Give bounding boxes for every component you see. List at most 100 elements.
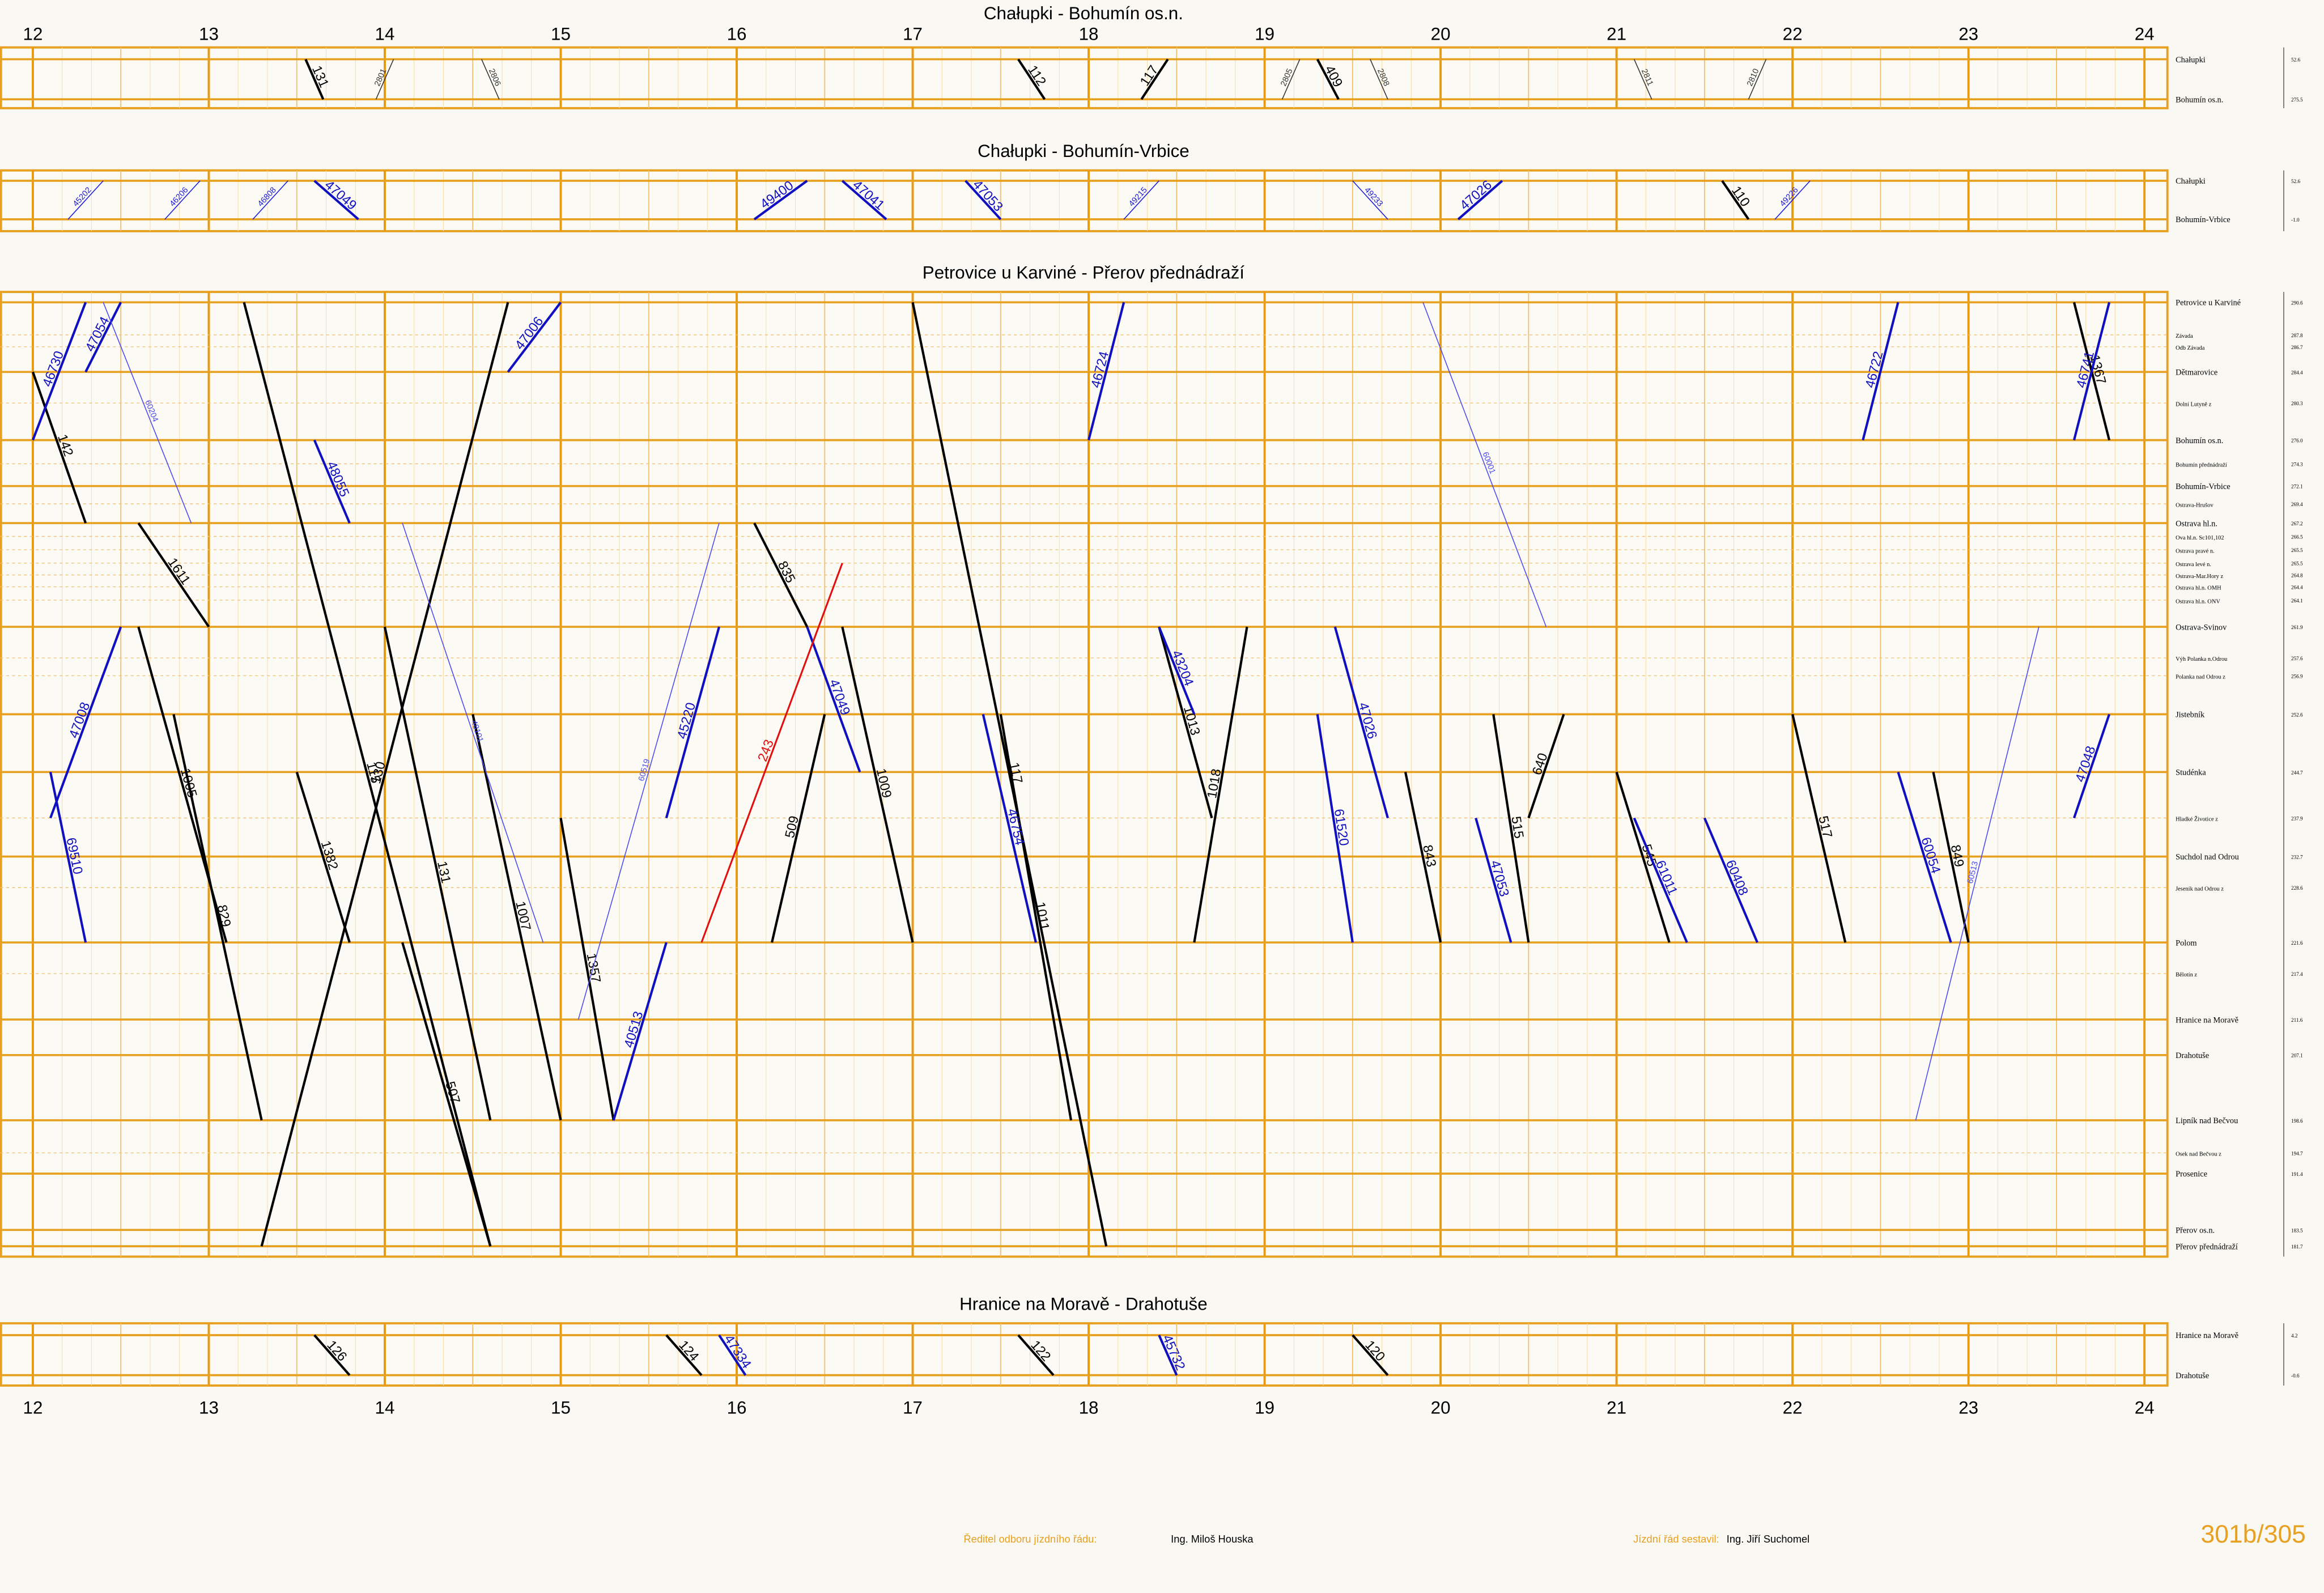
station-name: Závada bbox=[2176, 333, 2193, 339]
train-path bbox=[1140, 58, 1169, 100]
station-name: Dolní Lutyně z bbox=[2176, 401, 2212, 407]
author: Ing. Jiří Suchomel bbox=[1727, 1533, 1809, 1545]
director: Ing. Miloš Houska bbox=[1171, 1533, 1254, 1545]
hour-label: 20 bbox=[1431, 1398, 1451, 1418]
station-name: Hranice na Moravě bbox=[2176, 1016, 2238, 1025]
author-label: Jízdní řád sestavil: bbox=[1633, 1533, 1719, 1545]
station-name: Výh Polanka n.Odrou bbox=[2176, 656, 2228, 662]
station-name: Drahotuše bbox=[2176, 1051, 2209, 1060]
train-path bbox=[841, 626, 914, 943]
station-name: Petrovice u Karviné bbox=[2176, 299, 2241, 308]
station-name: Studénka bbox=[2176, 768, 2206, 778]
station-name: Polanka nad Odrou z bbox=[2176, 674, 2225, 681]
train-path bbox=[771, 713, 826, 943]
train-path bbox=[304, 58, 325, 100]
station-km: 4.2 bbox=[2291, 1333, 2298, 1339]
train-path bbox=[1370, 59, 1388, 100]
station-name: Ostrava hl.n. bbox=[2176, 519, 2217, 528]
hour-label: 12 bbox=[23, 24, 43, 44]
train-path bbox=[1352, 180, 1388, 220]
hour-label: 12 bbox=[23, 1398, 43, 1418]
station-km: 261.9 bbox=[2291, 625, 2303, 630]
station-name: Přerov přednádraží bbox=[2176, 1242, 2238, 1251]
station-km: 274.3 bbox=[2291, 461, 2303, 467]
train-path bbox=[1123, 180, 1159, 220]
station-km: 207.1 bbox=[2291, 1053, 2303, 1059]
hour-label: 18 bbox=[1079, 24, 1099, 44]
train-path bbox=[402, 522, 544, 943]
train-path bbox=[1193, 626, 1248, 943]
hour-label: 20 bbox=[1431, 24, 1451, 44]
train-path bbox=[1422, 302, 1547, 627]
station-name: Bělotín z bbox=[2176, 972, 2197, 978]
station-km: 286.7 bbox=[2291, 345, 2303, 350]
station-km: 284.4 bbox=[2291, 369, 2303, 375]
station-name: Hranice na Moravě bbox=[2176, 1331, 2238, 1340]
train-path bbox=[31, 371, 87, 524]
train-path bbox=[1475, 817, 1512, 943]
director-label: Ředitel odboru jízdního řádu: bbox=[963, 1533, 1097, 1545]
train-path bbox=[1316, 714, 1354, 943]
hour-label: 22 bbox=[1783, 1398, 1803, 1418]
train-path bbox=[32, 301, 87, 441]
station-km: -0.6 bbox=[2291, 1373, 2300, 1379]
station-km: 265.5 bbox=[2291, 561, 2303, 567]
hour-label: 16 bbox=[727, 24, 747, 44]
hour-label: 21 bbox=[1607, 24, 1626, 44]
train-path bbox=[665, 1334, 703, 1376]
train-path bbox=[1703, 817, 1758, 943]
hour-label: 18 bbox=[1079, 1398, 1099, 1418]
station-km: 265.5 bbox=[2291, 547, 2303, 553]
hour-label: 24 bbox=[2135, 24, 2155, 44]
station-km: 280.3 bbox=[2291, 401, 2303, 406]
station-name: Ostrava-Hrušov bbox=[2176, 502, 2213, 508]
train-path bbox=[1017, 58, 1046, 100]
station-km: 287.8 bbox=[2291, 333, 2303, 338]
train-path bbox=[999, 714, 1073, 1121]
station-km: 191.4 bbox=[2291, 1171, 2303, 1177]
panel-title: Petrovice u Karviné - Přerov přednádraží bbox=[923, 263, 1245, 283]
station-name: Chałupki bbox=[2176, 177, 2206, 186]
station-name: Drahotuše bbox=[2176, 1371, 2209, 1380]
station-km: 264.4 bbox=[2291, 584, 2303, 590]
station-km: 275.5 bbox=[2291, 97, 2303, 103]
train-path bbox=[1352, 1334, 1389, 1376]
station-km: 267.2 bbox=[2291, 521, 2303, 526]
train-path bbox=[1721, 180, 1750, 220]
train-path bbox=[1633, 817, 1688, 943]
train-path bbox=[313, 1334, 351, 1376]
station-km: 264.1 bbox=[2291, 598, 2303, 604]
station-km: 181.7 bbox=[2291, 1244, 2303, 1250]
hour-label: 19 bbox=[1255, 1398, 1274, 1418]
station-km: 211.6 bbox=[2291, 1017, 2303, 1023]
train-path bbox=[841, 180, 887, 220]
hour-label: 17 bbox=[903, 1398, 923, 1418]
station-km: 217.4 bbox=[2291, 971, 2303, 977]
train-path bbox=[1791, 713, 1847, 943]
train-path bbox=[753, 522, 809, 628]
station-km: 232.7 bbox=[2291, 854, 2303, 860]
hour-label: 14 bbox=[375, 1398, 395, 1418]
station-km: 228.6 bbox=[2291, 885, 2303, 891]
station-km: 244.7 bbox=[2291, 770, 2303, 775]
station-name: Bohumín os.n. bbox=[2176, 436, 2223, 445]
station-km: 183.5 bbox=[2291, 1227, 2303, 1233]
train-path bbox=[1404, 771, 1442, 943]
hour-label: 19 bbox=[1255, 24, 1274, 44]
train-path bbox=[1333, 626, 1389, 818]
station-name: Ova hl.n. Sc101,102 bbox=[2176, 535, 2224, 541]
train-path bbox=[1017, 1334, 1055, 1376]
station-name: Jeseník nad Odrou z bbox=[2176, 886, 2224, 893]
station-name: Osek nad Bečvou z bbox=[2176, 1152, 2221, 1158]
train-path bbox=[665, 626, 720, 818]
station-name: Ostrava-Mar.Hory z bbox=[2176, 574, 2223, 580]
train-path bbox=[260, 301, 509, 1247]
train-path bbox=[1158, 626, 1196, 715]
train-path bbox=[49, 626, 122, 819]
hour-label: 17 bbox=[903, 24, 923, 44]
train-path bbox=[1457, 180, 1503, 220]
train-path bbox=[1281, 59, 1301, 100]
station-km: 266.5 bbox=[2291, 534, 2303, 540]
train-path bbox=[1087, 301, 1125, 441]
